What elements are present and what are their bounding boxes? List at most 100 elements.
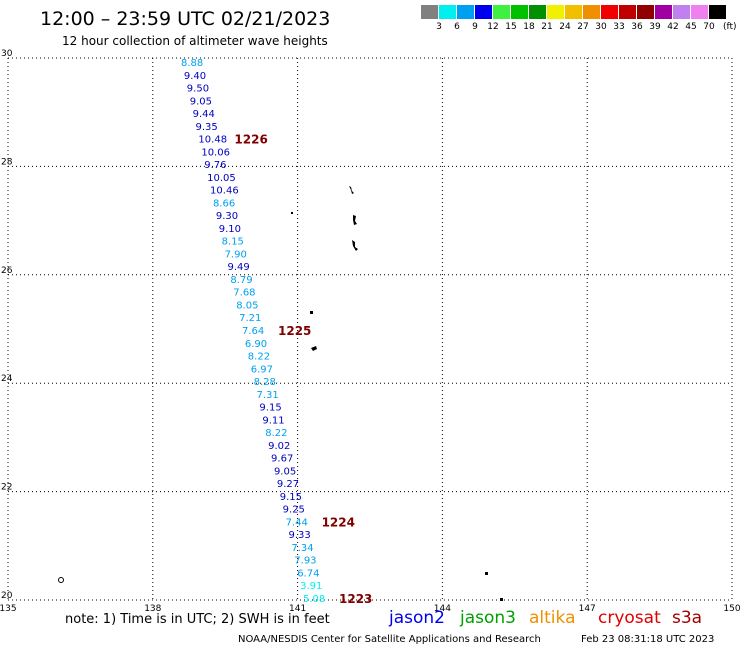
legend-swatch — [511, 5, 528, 19]
credit-text: NOAA/NESDIS Center for Satellite Applica… — [238, 634, 541, 645]
wave-height-label: 10.06 — [201, 147, 230, 158]
wave-height-label: 9.50 — [187, 84, 209, 95]
legend-swatch — [493, 5, 510, 19]
wave-height-label: 10.48 — [198, 135, 227, 146]
wave-height-label: 8.28 — [254, 377, 276, 388]
wave-height-label: 10.46 — [210, 186, 239, 197]
wave-height-label: 9.02 — [268, 441, 290, 452]
legend-label: 21 — [541, 22, 553, 32]
wave-height-label: 9.30 — [216, 211, 238, 222]
time-marker-label: 1223 — [339, 592, 372, 606]
mission-altika: altika — [529, 608, 576, 628]
axis-ticks: 135 138 141 144 147 150 20 22 24 26 28 30 — [0, 49, 740, 614]
map-grid — [7, 57, 733, 601]
wave-height-label: 7.90 — [225, 249, 247, 260]
island-shape — [310, 311, 313, 314]
lon-tick-label: 144 — [434, 604, 451, 614]
wave-height-label: 7.21 — [239, 313, 261, 324]
legend-swatch — [547, 5, 564, 19]
legend-swatch — [673, 5, 690, 19]
wave-height-label: 9.33 — [288, 530, 310, 541]
map-title: 12:00 – 23:59 UTC 02/21/2023 — [40, 8, 331, 30]
time-marker-label: 1226 — [234, 133, 267, 147]
lon-tick-label: 150 — [723, 604, 740, 614]
wave-height-label: 8.15 — [222, 237, 244, 248]
legend-swatch — [655, 5, 672, 19]
wave-height-label: 5.08 — [303, 594, 325, 605]
legend-swatch — [619, 5, 636, 19]
island-shape — [485, 572, 488, 575]
mission-jason3: jason3 — [460, 608, 516, 628]
wave-height-label: 9.15 — [280, 492, 302, 503]
legend-label: 24 — [559, 22, 571, 32]
time-marker-label: 1224 — [322, 515, 355, 529]
wave-height-label: 7.31 — [257, 390, 279, 401]
wave-height-label: 9.44 — [193, 109, 215, 120]
legend-swatch — [439, 5, 456, 19]
legend-swatch — [583, 5, 600, 19]
legend-unit: (ft) — [723, 22, 737, 32]
mission-jason2: jason2 — [389, 608, 445, 628]
wave-height-label: 3.91 — [300, 581, 322, 592]
legend-label: 27 — [577, 22, 589, 32]
wave-height-label: 9.40 — [184, 71, 206, 82]
wave-height-label: 7.44 — [286, 517, 308, 528]
altimeter-track: 8.889.409.509.059.449.3510.4810.069.7610… — [181, 58, 372, 606]
legend-label: 70 — [703, 22, 715, 32]
legend-label: 30 — [595, 22, 607, 32]
wave-height-label: 6.97 — [251, 364, 273, 375]
generation-timestamp: Feb 23 08:31:18 UTC 2023 — [581, 634, 715, 645]
legend-label: 18 — [523, 22, 535, 32]
island-shape — [353, 215, 357, 225]
wave-height-label: 8.88 — [181, 58, 203, 69]
wave-height-label: 7.34 — [291, 543, 313, 554]
lat-tick-label: 28 — [1, 157, 13, 167]
wave-height-label: 7.93 — [294, 556, 316, 567]
wave-height-label: 8.22 — [248, 352, 270, 363]
island-shape — [349, 186, 354, 194]
mission-cryosat: cryosat — [598, 608, 661, 628]
land-features — [58, 186, 503, 601]
time-marker-label: 1225 — [278, 324, 311, 338]
wave-height-label: 8.66 — [213, 198, 235, 209]
legend-swatch — [691, 5, 708, 19]
legend-swatch — [457, 5, 474, 19]
island-shape — [311, 346, 317, 351]
wave-height-label: 9.35 — [196, 122, 218, 133]
lon-tick-label: 135 — [0, 604, 17, 614]
wave-height-label: 7.68 — [233, 288, 255, 299]
legend-swatch — [529, 5, 546, 19]
lon-tick-label: 138 — [144, 604, 161, 614]
wave-height-label: 9.11 — [262, 415, 284, 426]
wave-height-label: 8.22 — [265, 428, 287, 439]
island-shape — [352, 240, 358, 251]
legend-swatch — [475, 5, 492, 19]
lat-tick-label: 22 — [1, 483, 12, 493]
legend-swatch — [601, 5, 618, 19]
wave-height-label: 10.05 — [207, 173, 236, 184]
legend-swatch — [637, 5, 654, 19]
island-shape — [500, 598, 503, 601]
wave-height-label: 7.64 — [242, 326, 264, 337]
legend-swatch — [565, 5, 582, 19]
lon-tick-label: 141 — [289, 604, 306, 614]
lon-tick-label: 147 — [579, 604, 596, 614]
legend-label: 6 — [454, 22, 460, 32]
wave-height-label: 9.49 — [227, 262, 249, 273]
legend-swatch — [421, 5, 438, 19]
legend-swatch — [709, 5, 726, 19]
lat-tick-label: 20 — [1, 591, 13, 601]
island-shape — [58, 577, 64, 583]
lat-tick-label: 30 — [1, 49, 13, 59]
island-shape — [291, 212, 293, 214]
legend-label: 9 — [472, 22, 478, 32]
wave-height-label: 9.15 — [259, 403, 281, 414]
map-subtitle: 12 hour collection of altimeter wave hei… — [62, 34, 328, 48]
wave-height-label: 8.05 — [236, 300, 258, 311]
legend-label: 45 — [685, 22, 697, 32]
wave-height-label: 9.76 — [204, 160, 226, 171]
wave-height-label: 9.25 — [283, 505, 305, 516]
footer-note: note: 1) Time is in UTC; 2) SWH is in fe… — [65, 612, 330, 627]
legend-label: 12 — [487, 22, 499, 32]
